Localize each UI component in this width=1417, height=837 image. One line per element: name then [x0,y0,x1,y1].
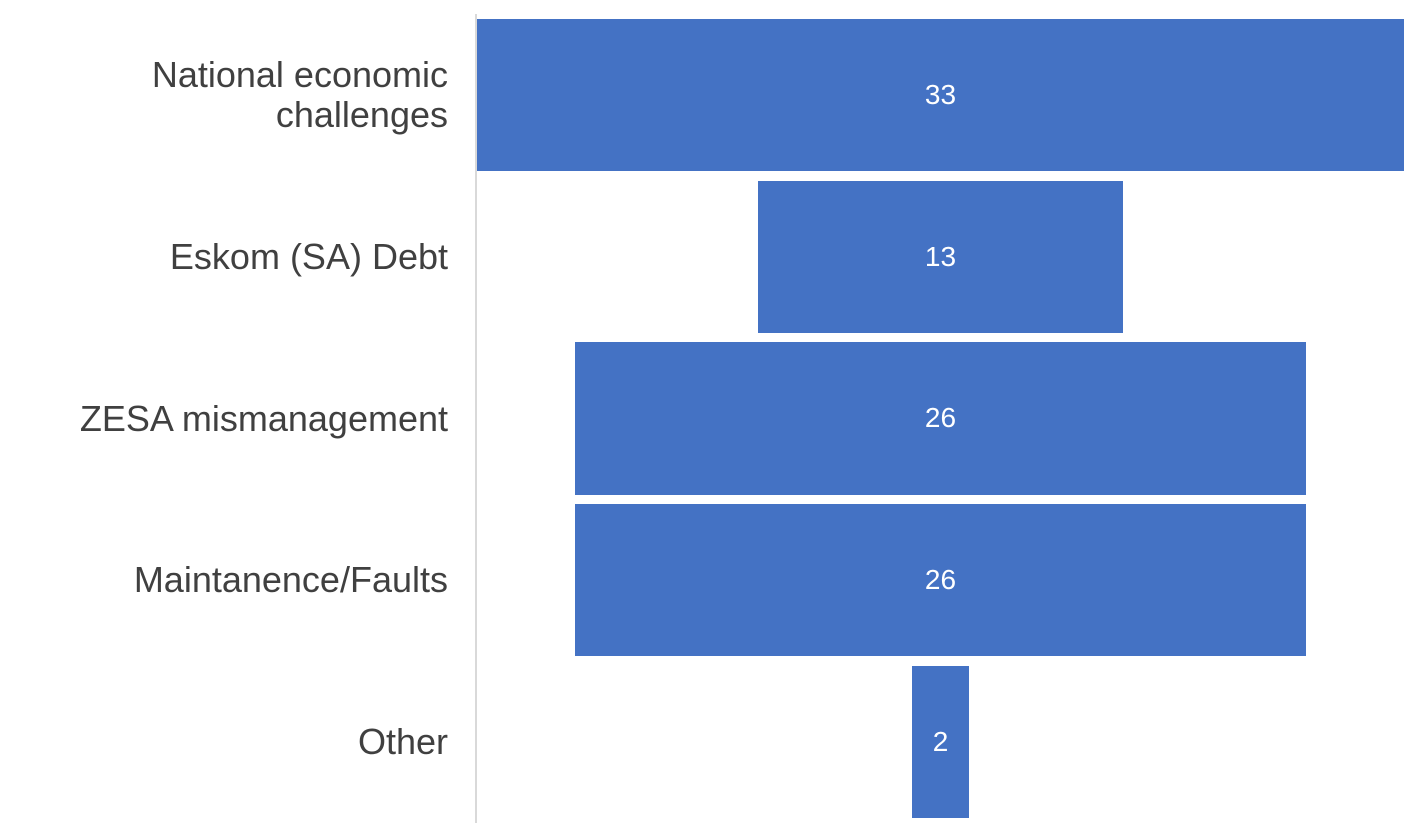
bar: 33 [477,18,1404,171]
category-label: ZESA mismanagement [79,397,448,439]
value-label: 26 [924,402,957,434]
chart-rows: National economic challenges 33 Eskom (SA)… [0,14,1417,823]
value-label: 33 [924,78,957,110]
chart-row: Maintanence/Faults 26 [0,499,1417,662]
category-label: Maintanence/Faults [133,559,448,601]
bar-track: 26 [477,342,1404,495]
plot-area: 26 [475,337,1417,500]
bar-track: 13 [477,180,1404,333]
plot-area: 26 [475,499,1417,662]
plot-area: 13 [475,175,1417,338]
bar: 26 [575,504,1306,657]
chart-row: Eskom (SA) Debt 13 [0,175,1417,338]
bar: 2 [912,666,969,819]
bar: 13 [757,180,1124,333]
bar-track: 2 [477,666,1404,819]
chart-row: National economic challenges 33 [0,14,1417,176]
plot-area: 2 [475,661,1417,823]
value-label: 2 [932,726,949,758]
category-label: Eskom (SA) Debt [169,235,448,277]
chart-row: Other 2 [0,661,1417,823]
chart-row: ZESA mismanagement 26 [0,337,1417,500]
value-label: 26 [924,564,957,596]
bar-track: 26 [477,504,1404,657]
category-label: Other [357,721,448,763]
category-label: National economic challenges [151,54,448,135]
value-label: 13 [924,240,957,272]
bar-track: 33 [477,18,1404,171]
plot-area: 33 [475,14,1417,176]
bar: 26 [575,342,1306,495]
